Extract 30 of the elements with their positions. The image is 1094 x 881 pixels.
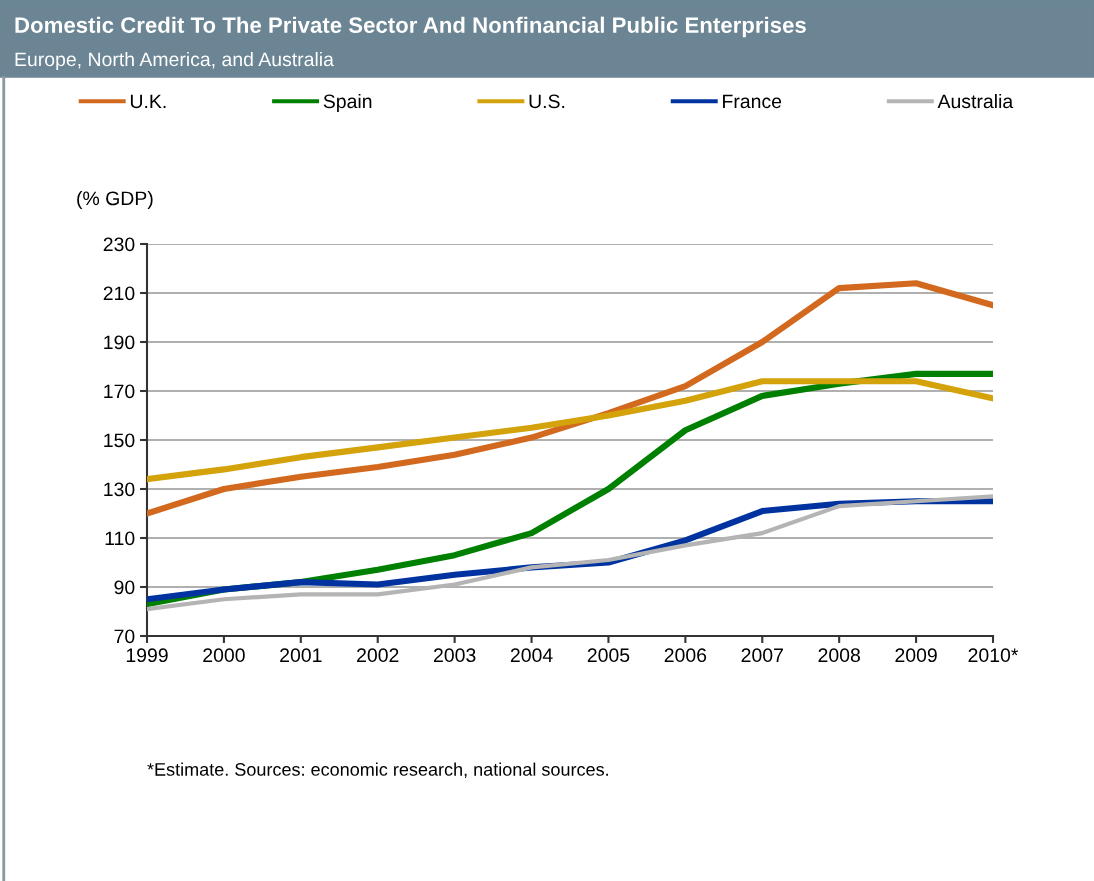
y-axis-title: (% GDP) [77,190,153,210]
y-tick-label: 90 [114,580,135,595]
y-tick-label: 170 [104,384,135,399]
y-tick-label: 150 [104,433,135,448]
legend-label: U.K. [130,94,166,109]
y-tick-label: 70 [114,629,135,644]
y-tick-label: 130 [104,482,135,497]
x-tick-label: 2004 [510,648,553,663]
x-tick-label: 2008 [818,648,860,663]
x-tick-label: 2003 [433,648,476,663]
x-tick-label: 2007 [741,648,783,663]
y-tick-label: 110 [105,531,135,546]
x-tick-label: 2000 [203,648,245,663]
legend-label: Spain [323,93,372,113]
x-tick-label: 2010* [968,648,1019,663]
chart-title: Domestic Credit To The Private Sector And Nonfinancial Public Enterprises [15,16,806,38]
legend-label: France [723,94,782,109]
y-tick-label: 190 [104,335,135,350]
y-tick-label: 210 [103,286,135,301]
y-tick-label: 230 [103,237,135,252]
x-tick-label: 2006 [664,648,707,663]
x-tick-label: 1999 [126,648,168,663]
x-tick-label: 2009 [895,648,937,663]
x-tick-label: 2002 [357,648,399,663]
chart-subtitle: Europe, North America, and Australia [15,51,334,71]
legend-label: Australia [937,93,1014,109]
text: *Estimate. Sources: economic research, national sources. [147,762,608,778]
legend-label: U.S. [529,94,565,109]
x-tick-label: 2005 [587,648,630,663]
x-tick-label: 2001 [280,648,322,663]
